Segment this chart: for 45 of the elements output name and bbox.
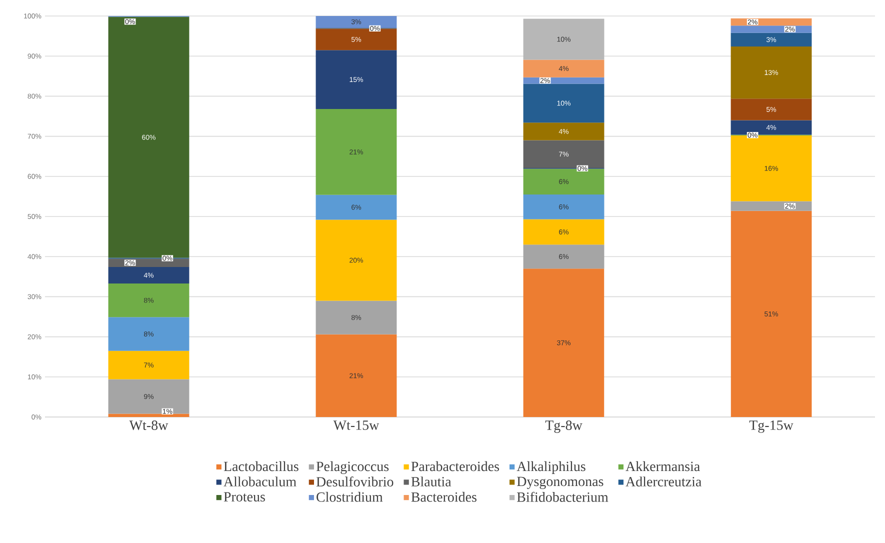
bar (108, 350, 190, 380)
bar (523, 244, 604, 269)
bar (316, 194, 397, 220)
legend-label: Bifidobacterium (517, 492, 608, 502)
bar (523, 122, 604, 140)
x-tick-label: Wt-15w (333, 420, 380, 430)
legend-label: Pelagicoccus (316, 461, 389, 474)
bar (523, 84, 604, 123)
bar (523, 219, 604, 245)
bar (316, 220, 397, 301)
bar (730, 46, 812, 99)
legend-label: Allobaculum (224, 476, 296, 486)
x-tick-label: Tg-8w (545, 420, 582, 433)
legend-label: Clostridium (316, 492, 383, 502)
legend-label: Desulfovibrio (316, 476, 394, 487)
bar (108, 414, 190, 417)
bar (523, 60, 604, 78)
bar (523, 268, 604, 417)
bar (108, 283, 190, 318)
bar (316, 334, 397, 417)
bar (730, 98, 812, 120)
legend-label: Lactobacillus (224, 461, 298, 472)
legend-label: Adlercreutzia (626, 476, 702, 486)
bar (316, 300, 397, 334)
legend-label: Bacteroides (411, 492, 476, 502)
bar (316, 50, 397, 110)
bar (316, 109, 397, 195)
x-tick-label: Wt-8w (129, 420, 168, 430)
legend-label: Akkermansia (626, 461, 700, 472)
legend-label: Blautia (411, 476, 452, 486)
bar (523, 18, 604, 60)
bar (523, 194, 604, 220)
legend-label: Proteus (224, 492, 265, 502)
legend-label: Dysgonomonas (517, 476, 604, 490)
bar (108, 379, 190, 414)
legend-label: Alkaliphilus (516, 461, 586, 474)
x-tick-label: Tg-15w (749, 420, 794, 433)
bar (108, 317, 190, 351)
bar (730, 201, 812, 211)
bar (730, 210, 812, 417)
bar (108, 267, 190, 284)
bar (730, 26, 812, 33)
bar (730, 32, 812, 46)
bar (523, 77, 604, 84)
legend-label: Parabacteroides (411, 461, 500, 472)
